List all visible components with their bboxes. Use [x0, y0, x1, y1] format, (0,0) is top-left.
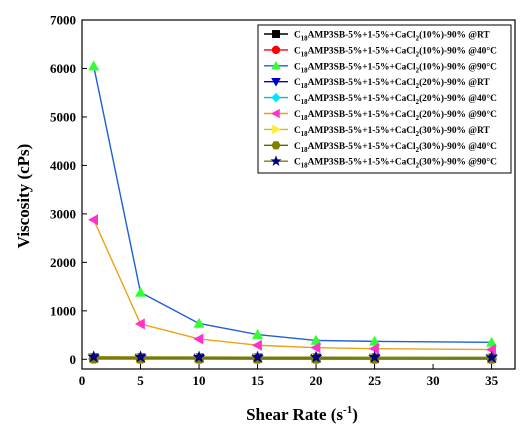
legend-item-1-label: C18AMP3SB-5%+1-5%+CaCl2(10%)-90% @RT [294, 30, 490, 43]
series-9-point-6 [368, 350, 381, 363]
legend-item-4-label: C18AMP3SB-5%+1-5%+CaCl2(20%)-90% @RT [294, 77, 490, 90]
legend-item-3: C18AMP3SB-5%+1-5%+CaCl2(10%)-90% @90°C [264, 60, 497, 74]
series-9-point-7 [485, 350, 498, 363]
legend-item-9-label: C18AMP3SB-5%+1-5%+CaCl2(30%)-90% @90°C [294, 157, 497, 170]
series-3-point-1 [88, 60, 100, 71]
y-tick-label-7000: 7000 [50, 13, 76, 28]
legend-item-2-marker [271, 45, 281, 55]
y-tick-label-5000: 5000 [50, 109, 76, 124]
x-tick-label-30: 30 [427, 373, 440, 388]
legend-box [257, 24, 512, 174]
legend-items: C18AMP3SB-5%+1-5%+CaCl2(10%)-90% @RT C18A… [264, 30, 497, 170]
series-3 [88, 60, 498, 347]
series-3-point-2 [135, 286, 147, 297]
series-6-line [93, 219, 492, 351]
x-tick-label-15: 15 [251, 373, 265, 388]
legend-item-2: C18AMP3SB-5%+1-5%+CaCl2(10%)-90% @40°C [264, 45, 497, 58]
legend-item-3-label: C18AMP3SB-5%+1-5%+CaCl2(10%)-90% @90°C [294, 61, 497, 74]
y-tick-label-6000: 6000 [50, 61, 76, 76]
axis-ticks: 0 5 10 15 20 25 30 35 0 1000 2000 3000 4000 5000 6000 7… [50, 13, 499, 389]
series-3-point-3 [193, 317, 205, 328]
series-6-point-5 [310, 342, 321, 354]
legend-item-7: C18AMP3SB-5%+1-5%+CaCl2(30%)-90% @RT [264, 124, 490, 138]
x-axis-title-main: Shear Rate (s [246, 405, 343, 424]
x-tick-label-0: 0 [79, 373, 86, 388]
y-tick-label-0: 0 [70, 352, 77, 367]
series-6-point-6 [368, 343, 379, 355]
series-3-point-7 [486, 336, 498, 347]
x-tick-label-10: 10 [193, 373, 206, 388]
x-tick-label-35: 35 [485, 373, 499, 388]
legend-item-8-marker [271, 141, 281, 150]
legend-item-6: C18AMP3SB-5%+1-5%+CaCl2(20%)-90% @90°C [264, 108, 497, 122]
y-tick-label-4000: 4000 [50, 158, 76, 173]
legend-item-7-marker [272, 124, 281, 135]
y-tick-label-3000: 3000 [50, 206, 76, 221]
x-axis-title-end: ) [352, 405, 358, 424]
series-9-point-1 [87, 350, 100, 363]
x-tick-label-25: 25 [368, 373, 382, 388]
legend-item-1-marker [272, 30, 280, 38]
y-tick-label-2000: 2000 [50, 255, 76, 270]
series-9 [87, 350, 498, 363]
series-6 [88, 214, 496, 356]
legend-item-9-marker [270, 155, 282, 166]
legend-item-4-marker [271, 77, 281, 87]
legend-item-3-marker [271, 60, 281, 70]
series-6-point-1 [88, 214, 98, 226]
plot-frame [81, 19, 516, 370]
x-tick-label-5: 5 [137, 373, 144, 388]
series-layer [87, 60, 498, 365]
series-8 [88, 354, 497, 364]
legend: C18AMP3SB-5%+1-5%+CaCl2(10%)-90% @RT C18A… [257, 24, 512, 174]
legend-item-2-label: C18AMP3SB-5%+1-5%+CaCl2(10%)-90% @40°C [294, 45, 497, 58]
legend-item-6-label: C18AMP3SB-5%+1-5%+CaCl2(20%)-90% @90°C [294, 109, 497, 122]
legend-item-6-marker [271, 108, 280, 119]
series-6-point-2 [134, 318, 145, 330]
series-3-point-4 [252, 328, 264, 339]
series-6-point-3 [193, 333, 204, 345]
y-axis-title: Viscosity (cPs) [14, 144, 33, 249]
series-9-point-2 [134, 350, 147, 363]
legend-item-5-marker [271, 92, 281, 103]
legend-item-7-label: C18AMP3SB-5%+1-5%+CaCl2(30%)-90% @RT [294, 125, 490, 138]
x-axis-title-sup: -1 [343, 404, 352, 416]
series-3-point-6 [369, 335, 381, 346]
x-axis-title: Shear Rate (s-1) [246, 404, 358, 424]
y-tick-label-1000: 1000 [50, 303, 76, 318]
legend-item-8: C18AMP3SB-5%+1-5%+CaCl2(30%)-90% @40°C [264, 141, 497, 154]
series-9-point-5 [309, 350, 323, 363]
legend-item-1: C18AMP3SB-5%+1-5%+CaCl2(10%)-90% @RT [264, 30, 490, 43]
legend-item-9: C18AMP3SB-5%+1-5%+CaCl2(30%)-90% @90°C [264, 155, 497, 170]
series-9-point-3 [192, 350, 206, 363]
legend-item-5: C18AMP3SB-5%+1-5%+CaCl2(20%)-90% @40°C [264, 92, 497, 106]
legend-item-4: C18AMP3SB-5%+1-5%+CaCl2(20%)-90% @RT [264, 77, 490, 90]
series-6-point-4 [251, 339, 262, 351]
legend-item-5-label: C18AMP3SB-5%+1-5%+CaCl2(20%)-90% @40°C [294, 93, 497, 106]
legend-item-8-label: C18AMP3SB-5%+1-5%+CaCl2(30%)-90% @40°C [294, 141, 497, 154]
x-tick-label-20: 20 [310, 373, 323, 388]
series-9-point-4 [251, 350, 264, 363]
series-3-point-5 [310, 334, 322, 345]
